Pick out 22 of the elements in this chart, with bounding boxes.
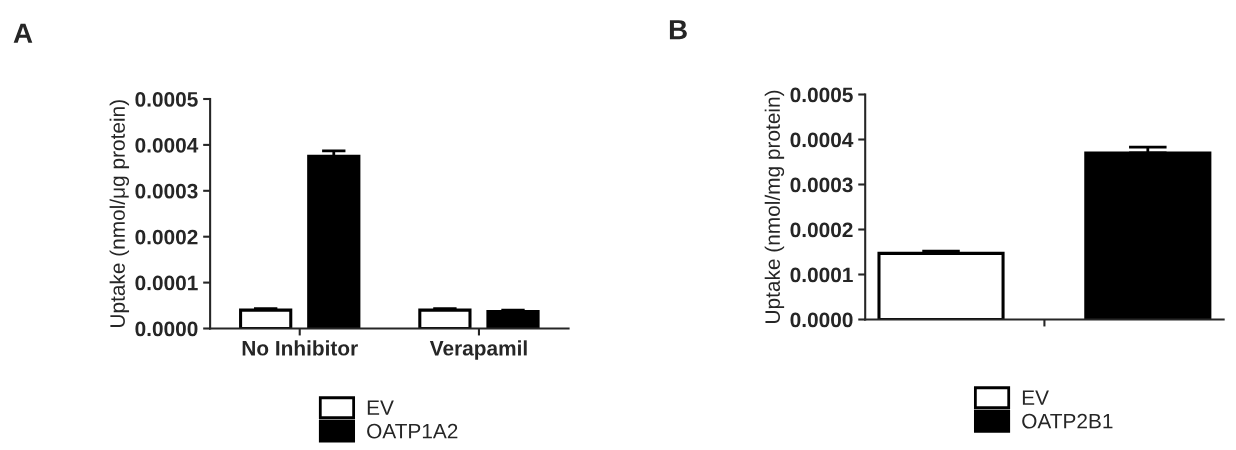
- y-tick-label: 0.0004: [790, 132, 854, 148]
- y-tick-label: 0.0004: [135, 137, 199, 153]
- chart-title: A: [13, 23, 33, 43]
- y-tick-label: 0.0003: [135, 183, 198, 199]
- y-axis-title: Uptake (nmol/mg protein): [764, 90, 785, 323]
- legend-label: OATP2B1: [1022, 413, 1113, 429]
- legend-label: EV: [1022, 390, 1049, 405]
- y-tick-label: 0.0005: [790, 87, 853, 103]
- chart-title: B: [669, 20, 687, 40]
- y-tick-label: 0.0001: [135, 275, 198, 291]
- x-tick-label: No Inhibitor: [242, 340, 358, 356]
- y-tick-label: 0.0001: [790, 267, 853, 283]
- legend-label: OATP1A2: [367, 423, 458, 439]
- y-axis-title: Uptake (nmol/μg protein): [109, 100, 130, 327]
- y-tick-label: 0.0002: [790, 222, 853, 238]
- y-tick-label: 0.0005: [135, 92, 198, 107]
- y-tick-label: 0.0003: [790, 177, 853, 193]
- legend-label: EV: [367, 400, 394, 415]
- x-tick-label: Verapamil: [429, 340, 527, 360]
- y-tick-label: 0.0002: [135, 229, 198, 245]
- y-tick-label: 0.0000: [135, 321, 198, 337]
- y-tick-label: 0.0000: [790, 312, 853, 328]
